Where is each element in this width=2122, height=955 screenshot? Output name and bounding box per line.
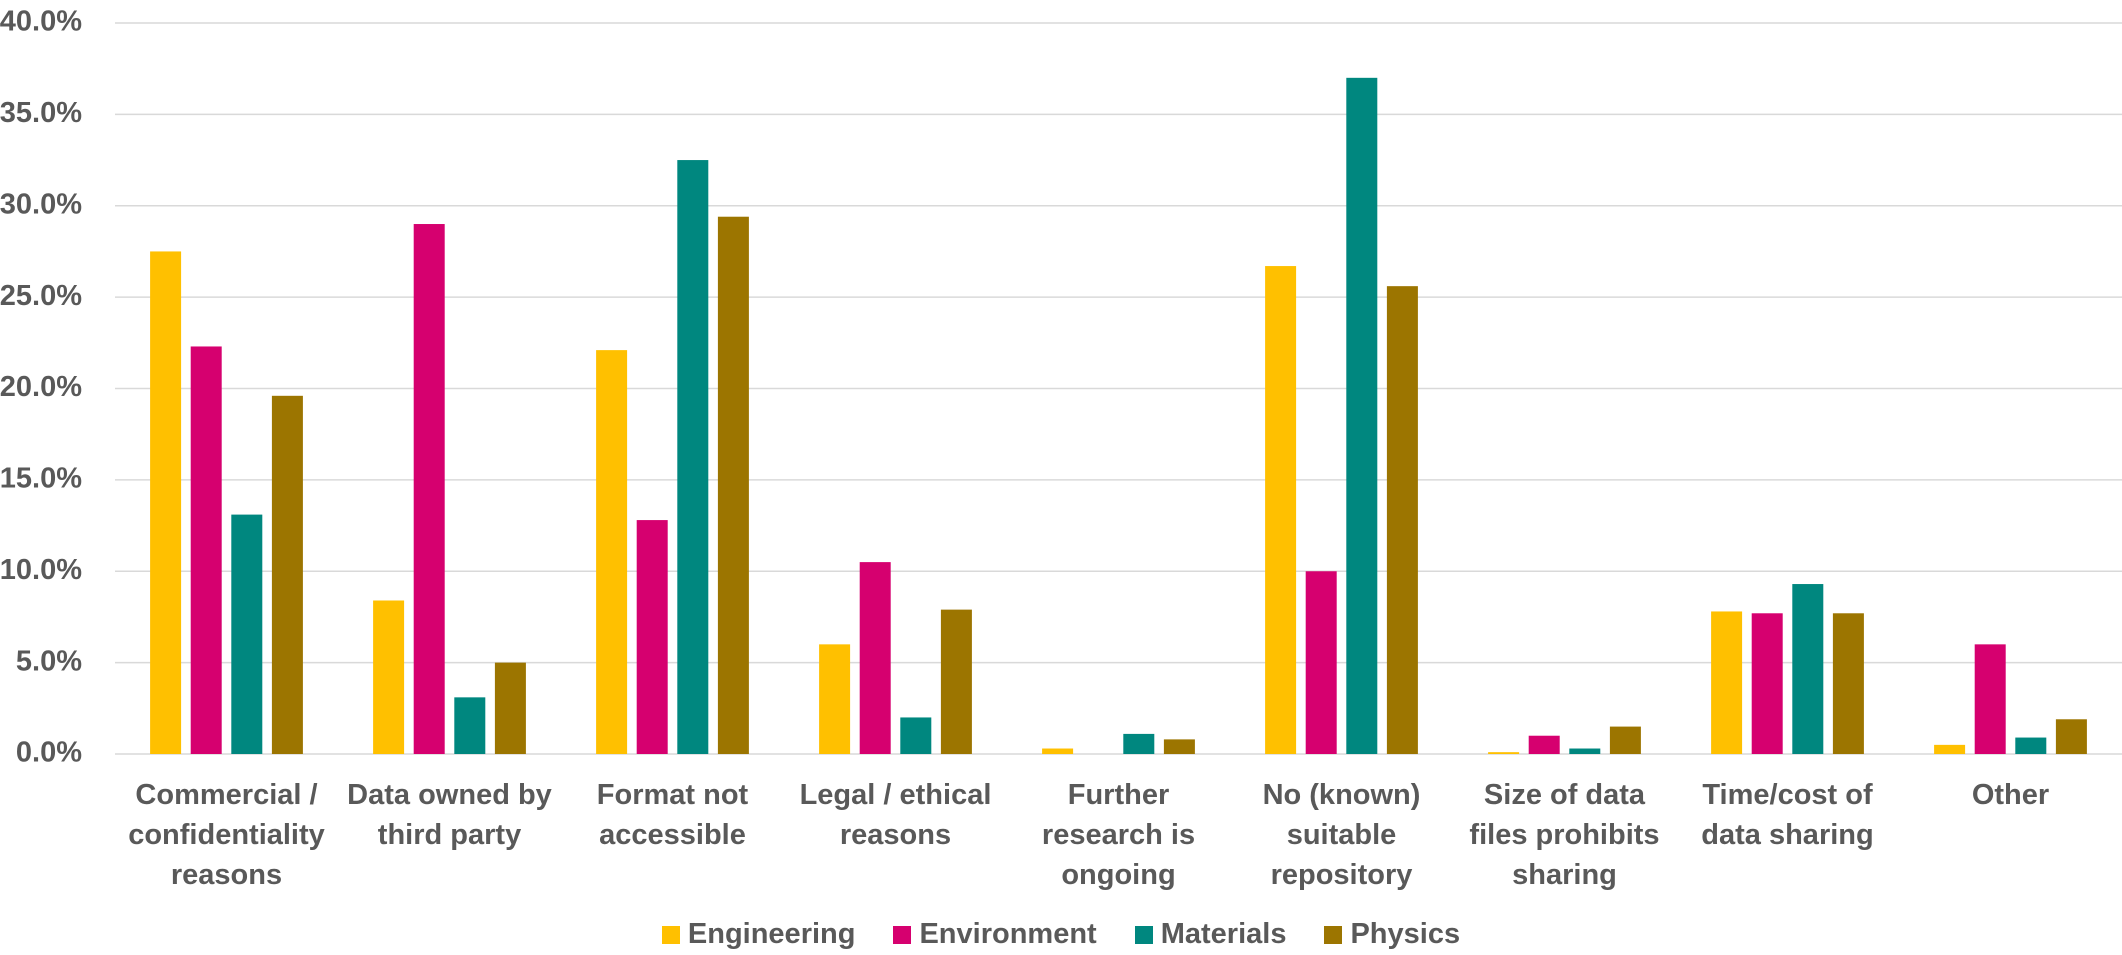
bar	[1042, 748, 1074, 754]
bar	[1934, 744, 1966, 754]
bar	[900, 717, 932, 754]
bar	[1123, 733, 1155, 754]
bar	[1305, 571, 1337, 754]
y-tick-label: 20.0%	[0, 371, 82, 403]
bar	[413, 224, 445, 754]
x-tick-label: Commercial / confidentiality reasons	[128, 779, 325, 891]
bar	[494, 662, 526, 754]
x-tick-label: No (known) suitable repository	[1262, 779, 1421, 891]
bar	[1711, 611, 1743, 754]
x-tick-label: Time/cost of data sharing	[1701, 779, 1874, 851]
x-tick-label: Data owned by third party	[347, 779, 552, 851]
legend-label: Physics	[1350, 918, 1461, 950]
bar	[231, 514, 263, 754]
bar	[677, 160, 709, 754]
bar	[454, 697, 486, 754]
bar	[717, 216, 749, 755]
bar	[1609, 726, 1641, 754]
legend-label: Materials	[1160, 918, 1287, 950]
bar	[1265, 266, 1297, 754]
bar	[1832, 613, 1864, 754]
legend-swatch	[1134, 925, 1153, 944]
x-tick-label: Other	[1971, 779, 2050, 811]
legend-item: Materials	[1134, 918, 1287, 951]
bar	[636, 520, 668, 754]
y-tick-label: 25.0%	[0, 280, 82, 312]
x-tick-label: Legal / ethical reasons	[799, 779, 992, 851]
bar	[596, 350, 628, 754]
bar	[190, 346, 222, 754]
legend-item: Physics	[1324, 918, 1460, 951]
legend-label: Environment	[919, 918, 1097, 950]
bar	[2055, 719, 2087, 754]
bar	[150, 251, 182, 754]
legend: Engineering Environment Materials Physics	[0, 918, 2122, 951]
bar	[271, 395, 303, 754]
bar	[1528, 735, 1560, 754]
y-tick-label: 15.0%	[0, 463, 82, 495]
legend-swatch	[661, 925, 680, 944]
legend-swatch	[893, 925, 912, 944]
x-tick-label: Format not accessible	[596, 779, 749, 851]
bar	[1751, 613, 1783, 754]
x-tick-label: Further research is ongoing	[1041, 779, 1196, 891]
bar	[1569, 748, 1601, 754]
bar	[1974, 644, 2006, 754]
y-tick-label: 40.0%	[0, 6, 82, 38]
bar	[1488, 752, 1520, 754]
bar	[1163, 739, 1195, 754]
bar	[940, 609, 972, 754]
bar	[819, 644, 851, 754]
bar	[859, 562, 891, 754]
y-tick-label: 0.0%	[16, 737, 82, 769]
bar	[373, 600, 405, 754]
legend-swatch	[1324, 925, 1343, 944]
y-tick-label: 30.0%	[0, 188, 82, 220]
legend-label: Engineering	[687, 918, 856, 950]
bar	[2015, 737, 2047, 754]
bar	[1792, 584, 1824, 754]
legend-item: Environment	[893, 918, 1097, 951]
x-tick-label: Size of data files prohibits sharing	[1469, 779, 1660, 891]
y-tick-label: 5.0%	[16, 645, 82, 677]
y-tick-label: 35.0%	[0, 97, 82, 129]
bar	[1346, 77, 1378, 754]
legend-item: Engineering	[661, 918, 856, 951]
y-tick-label: 10.0%	[0, 554, 82, 586]
bar	[1386, 286, 1418, 754]
